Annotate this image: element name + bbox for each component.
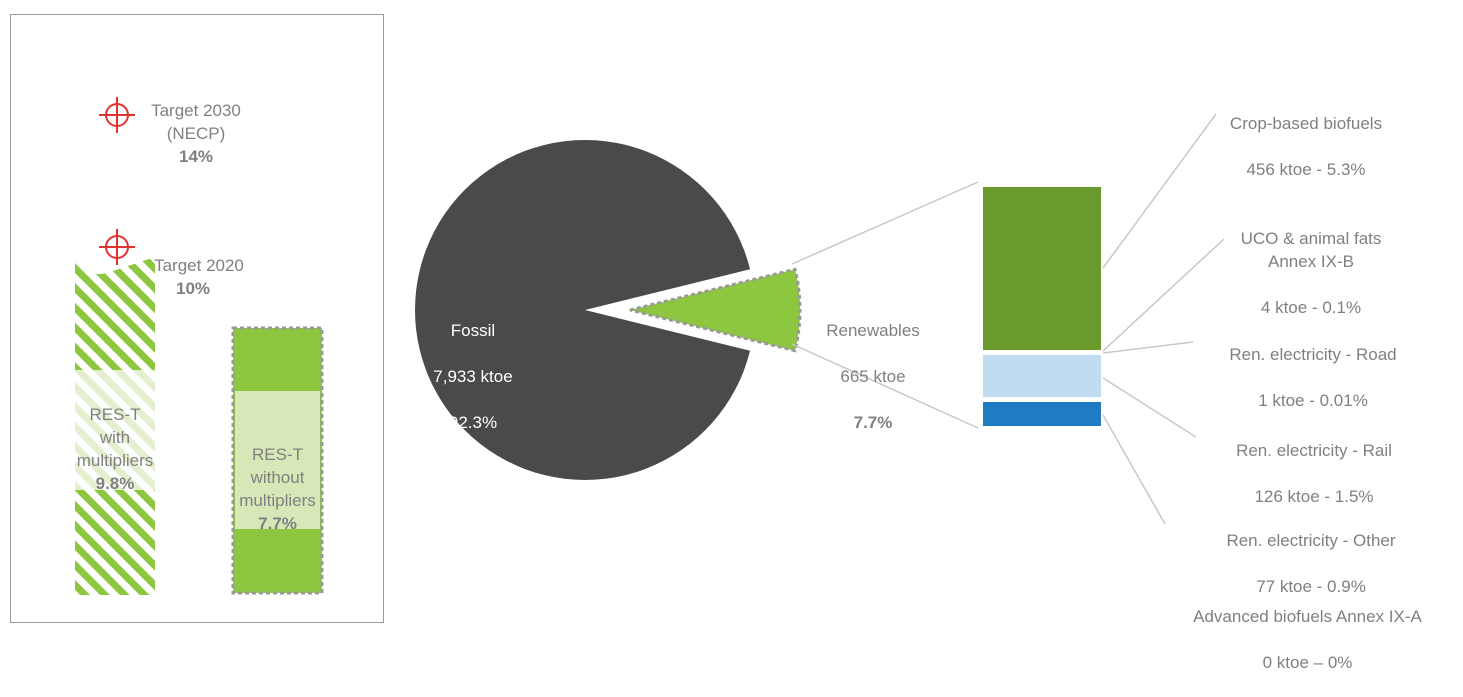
fossil-value: 7,933 ktoe (433, 367, 513, 386)
advanced-biofuels-value: 0 ktoe – 0% (1262, 653, 1353, 672)
bar-with-label-band (75, 370, 155, 490)
connector-line-bottom (791, 343, 979, 429)
leader-rail (1102, 377, 1197, 438)
renewables-value: 665 ktoe (840, 367, 906, 386)
bar-without-text: RES-T without multipliers (239, 445, 316, 510)
renewables-percent: 7.7% (853, 413, 893, 432)
leader-crop-biofuels (1102, 113, 1217, 269)
crop-biofuels-name: Crop-based biofuels (1229, 114, 1383, 133)
leader-road (1102, 341, 1194, 354)
other-value: 77 ktoe - 0.9% (1256, 577, 1366, 596)
other-name: Ren. electricity - Other (1226, 531, 1396, 550)
advanced-biofuels-name: Advanced biofuels Annex IX-A (1193, 607, 1422, 626)
chart-canvas (75, 97, 1225, 595)
pie-slice-renewables (629, 267, 802, 353)
crop-biofuels-label: Crop-based biofuels 456 ktoe - 5.3% (1170, 89, 1442, 204)
road-name: Ren. electricity - Road (1229, 345, 1397, 364)
advanced-biofuels-label: Advanced biofuels Annex IX-A 0 ktoe – 0% (1155, 582, 1460, 697)
rail-label: Ren. electricity - Rail 126 ktoe - 1.5% (1188, 416, 1440, 531)
fossil-label: Fossil 7,933 ktoe 92.3% (408, 296, 538, 457)
renewables-name: Renewables (826, 321, 920, 340)
bar-with-label: RES-T with multipliers 9.8% (60, 380, 170, 518)
segment-ren-electricity-rail (983, 402, 1101, 426)
pie-slice-fossil (415, 140, 751, 481)
bar-without-label-band (235, 391, 320, 529)
target-2020-text: Target 2020 (154, 256, 244, 275)
connector-line-top (791, 181, 979, 265)
target-2020-label: Target 2020 10% (132, 231, 266, 323)
rail-name: Ren. electricity - Rail (1236, 441, 1392, 460)
crop-biofuels-value: 456 ktoe - 5.3% (1246, 160, 1366, 179)
uco-label: UCO & animal fats Annex IX-B 4 ktoe - 0.… (1195, 204, 1427, 342)
rail-value: 126 ktoe - 1.5% (1254, 487, 1374, 506)
segment-ren-electricity-road (983, 355, 1101, 397)
bar-without-label: RES-T without multipliers 7.7% (222, 420, 333, 558)
uco-value: 4 ktoe - 0.1% (1260, 298, 1362, 317)
target-2030-label: Target 2030 (NECP) 14% (128, 76, 264, 191)
renewables-label: Renewables 665 ktoe 7.7% (800, 296, 946, 457)
leader-other (1102, 414, 1166, 525)
road-value: 1 ktoe - 0.01% (1258, 391, 1368, 410)
crosshair-target-icon (99, 97, 135, 133)
bar-with-text: RES-T with multipliers (76, 405, 154, 470)
segment-crop-based-biofuels (983, 187, 1101, 350)
bar-without-value: 7.7% (258, 514, 297, 533)
uco-name: UCO & animal fats Annex IX-B (1240, 229, 1382, 271)
fossil-percent: 92.3% (448, 413, 498, 432)
target-2030-text: Target 2030 (NECP) (151, 101, 241, 143)
leader-uco (1102, 238, 1225, 352)
crosshair-target-icon (99, 229, 135, 265)
fossil-name: Fossil (450, 321, 496, 340)
target-2020-value: 10% (176, 279, 211, 298)
road-label: Ren. electricity - Road 1 ktoe - 0.01% (1178, 320, 1448, 435)
bar-with-value: 9.8% (95, 474, 135, 493)
target-2030-value: 14% (178, 147, 214, 166)
other-label: Ren. electricity - Other 77 ktoe - 0.9% (1166, 506, 1456, 621)
res-t-panel (10, 14, 384, 623)
